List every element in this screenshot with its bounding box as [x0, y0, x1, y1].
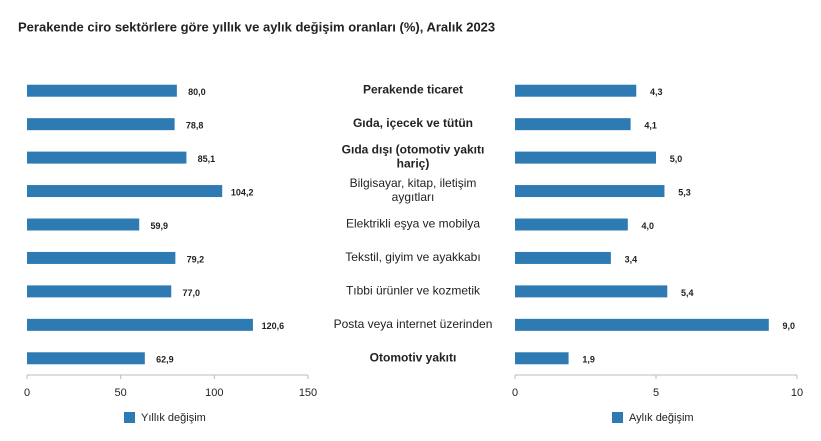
category-label: Gıda dışı (otomotiv yakıtı hariç)	[342, 143, 485, 171]
value-label: 78,8	[186, 121, 204, 131]
category-label: Gıda, içecek ve tütün	[353, 116, 473, 130]
legend-label: Yıllık değişim	[141, 412, 206, 424]
value-label: 5,4	[681, 288, 694, 298]
bar	[27, 118, 175, 131]
bar	[515, 352, 569, 365]
bar	[27, 352, 145, 365]
value-label: 77,0	[182, 288, 200, 298]
chart-title: Perakende ciro sektörlere göre yıllık ve…	[18, 19, 495, 34]
legend-label: Aylık değişim	[629, 412, 694, 424]
bar	[27, 151, 187, 164]
value-label: 4,0	[642, 221, 655, 231]
bar	[515, 318, 769, 331]
value-label: 3,4	[625, 254, 638, 264]
value-label: 80,0	[188, 87, 206, 97]
bar	[27, 251, 176, 264]
value-label: 5,0	[670, 154, 683, 164]
category-label: Perakende ticaret	[363, 83, 463, 97]
bar	[515, 84, 637, 97]
x-tick-label: 50	[115, 387, 127, 399]
value-label: 59,9	[150, 221, 168, 231]
bar	[27, 185, 223, 198]
x-tick-label: 0	[512, 387, 518, 399]
bar	[515, 185, 665, 198]
value-label: 4,1	[644, 121, 657, 131]
x-tick-label: 5	[653, 387, 659, 399]
category-label: Otomotiv yakıtı	[370, 350, 457, 364]
legend-swatch	[612, 412, 623, 423]
bar	[27, 84, 177, 97]
value-label: 5,3	[678, 187, 691, 197]
bar	[515, 118, 631, 131]
category-label: Elektrikli eşya ve mobilya	[346, 217, 480, 231]
bar	[27, 285, 172, 298]
x-tick-label: 0	[24, 387, 30, 399]
value-label: 104,2	[231, 187, 254, 197]
category-label: Bilgisayar, kitap, iletişim aygıtları	[350, 176, 477, 204]
value-label: 9,0	[783, 321, 796, 331]
bar	[515, 285, 668, 298]
value-label: 62,9	[156, 355, 174, 365]
bar	[515, 218, 628, 231]
bar	[27, 218, 140, 231]
value-label: 85,1	[198, 154, 216, 164]
x-tick-label: 10	[791, 387, 803, 399]
value-label: 4,3	[650, 87, 663, 97]
legend-swatch	[124, 412, 135, 423]
x-tick-label: 100	[205, 387, 223, 399]
bar	[515, 251, 611, 264]
bar	[27, 318, 253, 331]
value-label: 79,2	[187, 254, 205, 264]
category-label: Posta veya internet üzerinden	[334, 317, 493, 331]
category-label: Tekstil, giyim ve ayakkabı	[345, 250, 480, 264]
bar	[515, 151, 656, 164]
x-tick-label: 150	[299, 387, 317, 399]
category-label: Tıbbi ürünler ve kozmetik	[346, 284, 481, 298]
value-label: 1,9	[582, 355, 595, 365]
value-label: 120,6	[262, 321, 285, 331]
